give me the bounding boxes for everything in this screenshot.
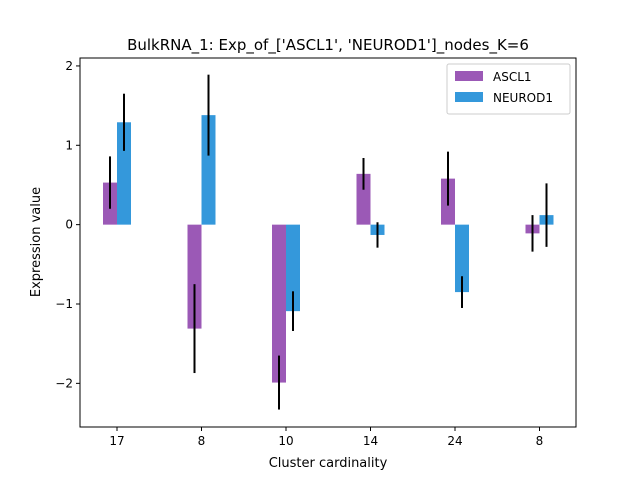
bar-ascl1-2 <box>272 224 286 383</box>
bar-neurod1-2 <box>286 224 300 312</box>
chart-title: BulkRNA_1: Exp_of_['ASCL1', 'NEUROD1']_n… <box>127 36 529 55</box>
y-axis-label: Expression value <box>29 187 44 297</box>
y-tick-label: −1 <box>55 297 73 311</box>
legend-label-neurod1: NEUROD1 <box>493 91 553 105</box>
x-tick-label: 17 <box>109 434 124 448</box>
y-tick-label: 0 <box>65 218 73 232</box>
legend-swatch-ascl1 <box>455 71 483 81</box>
bar-neurod1-1 <box>201 115 216 225</box>
bar-neurod1-4 <box>455 224 469 293</box>
legend-label-ascl1: ASCL1 <box>493 70 532 84</box>
x-tick-label: 14 <box>363 434 378 448</box>
bar-neurod1-0 <box>117 122 131 225</box>
bar-ascl1-1 <box>187 224 202 329</box>
y-tick-label: 1 <box>65 138 73 152</box>
plot-area: −2 −1 0 1 2 17 8 10 14 24 8 <box>55 57 577 448</box>
x-tick-label: 8 <box>536 434 544 448</box>
x-tick-label: 24 <box>447 434 462 448</box>
legend: ASCL1 NEUROD1 <box>446 63 571 115</box>
plot-frame <box>79 57 577 428</box>
x-axis-label: Cluster cardinality <box>269 456 388 471</box>
y-tick-label: 2 <box>65 59 73 73</box>
legend-swatch-neurod1 <box>455 92 483 102</box>
x-tick-label: 8 <box>198 434 206 448</box>
y-tick-label: −2 <box>55 376 73 390</box>
bar-ascl1-3 <box>356 173 371 225</box>
x-tick-label: 10 <box>278 434 293 448</box>
